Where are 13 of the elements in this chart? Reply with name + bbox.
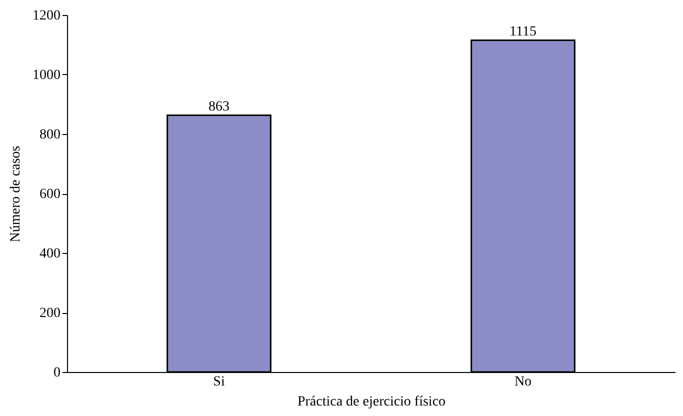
y-tick-label: 1200	[32, 8, 60, 24]
x-axis-title: Práctica de ejercicio físico	[297, 394, 446, 410]
y-tick-label: 800	[40, 128, 60, 142]
data-label: 863	[208, 99, 230, 114]
y-tick-label: 1000	[32, 68, 60, 83]
x-tick-label: No	[514, 374, 532, 390]
y-tick-label: 200	[40, 306, 60, 321]
data-label: 1115	[510, 24, 536, 40]
y-tick-label: 0	[54, 366, 60, 380]
x-tick-label: Si	[213, 374, 225, 390]
y-axis-title: Número de casos	[8, 146, 24, 242]
y-tick-label: 600	[40, 187, 60, 202]
y-tick-label: 400	[40, 246, 60, 262]
